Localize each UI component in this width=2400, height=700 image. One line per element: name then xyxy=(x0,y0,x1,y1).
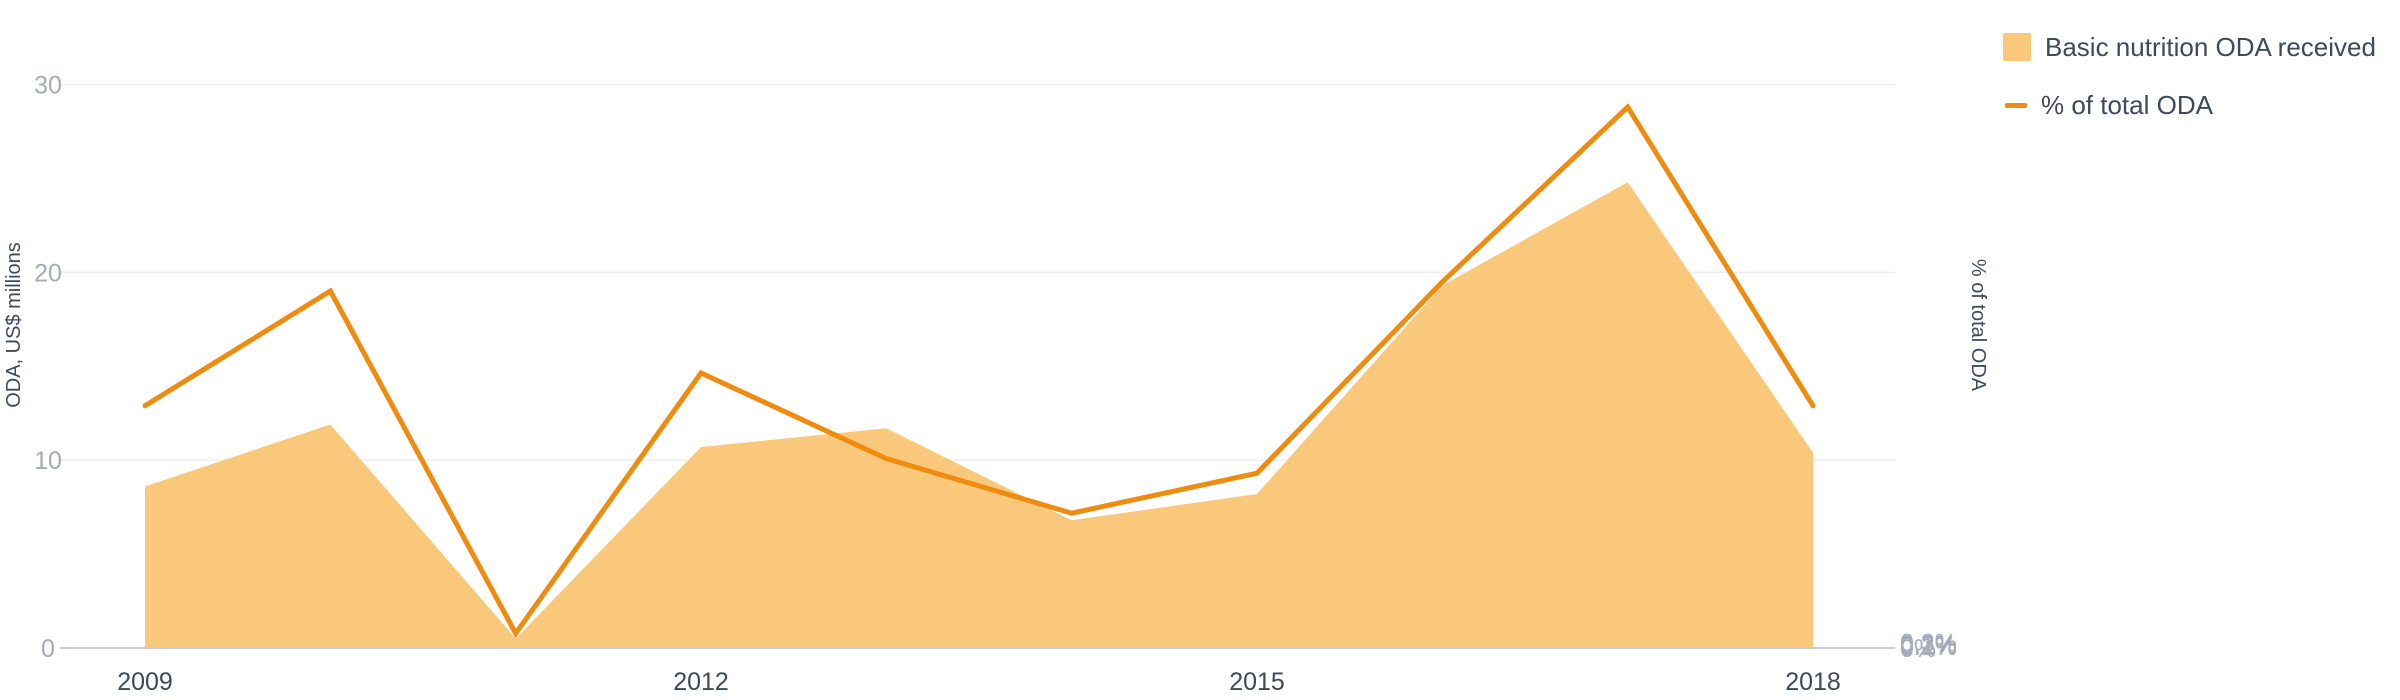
left-tick-label: 0 xyxy=(41,635,55,663)
left-tick-label: 10 xyxy=(34,447,62,475)
legend-line-swatch xyxy=(2005,102,2027,108)
area-series xyxy=(144,182,1814,648)
right-axis-ticks: 0%0.1%0.2%0.3% xyxy=(1900,630,1957,663)
right-axis-title: % of total ODA xyxy=(1967,259,1989,392)
legend-area-swatch xyxy=(2003,33,2031,61)
left-axis-ticks: 0 10 20 30 xyxy=(34,72,62,663)
x-axis-ticks: 2009 2012 2015 2018 xyxy=(117,668,1841,696)
x-tick-label: 2018 xyxy=(1785,668,1841,696)
line-series xyxy=(142,103,1816,639)
area-basic-nutrition-oda xyxy=(145,182,1813,648)
legend-line-label: % of total ODA xyxy=(2041,89,2213,120)
left-axis-title: ODA, US$ millions xyxy=(3,242,25,408)
right-tick-label: 0.1% xyxy=(1900,633,1957,661)
legend-area-label: Basic nutrition ODA received xyxy=(2045,31,2376,62)
x-tick-label: 2009 xyxy=(117,668,173,696)
right-tick-label: 0.3% xyxy=(1900,630,1957,658)
line-percent-total-oda xyxy=(142,103,1816,639)
left-tick-label: 20 xyxy=(34,259,62,287)
x-tick-label: 2012 xyxy=(673,668,729,696)
right-tick-label: 0% xyxy=(1900,635,1936,663)
right-tick-label: 0.2% xyxy=(1900,631,1957,659)
legend-item-area[interactable]: Basic nutrition ODA received xyxy=(2003,18,2376,76)
legend-item-line[interactable]: % of total ODA xyxy=(2003,76,2376,134)
left-tick-label: 30 xyxy=(34,72,62,100)
x-tick-label: 2015 xyxy=(1229,668,1285,696)
legend: Basic nutrition ODA received % of total … xyxy=(2003,18,2376,134)
